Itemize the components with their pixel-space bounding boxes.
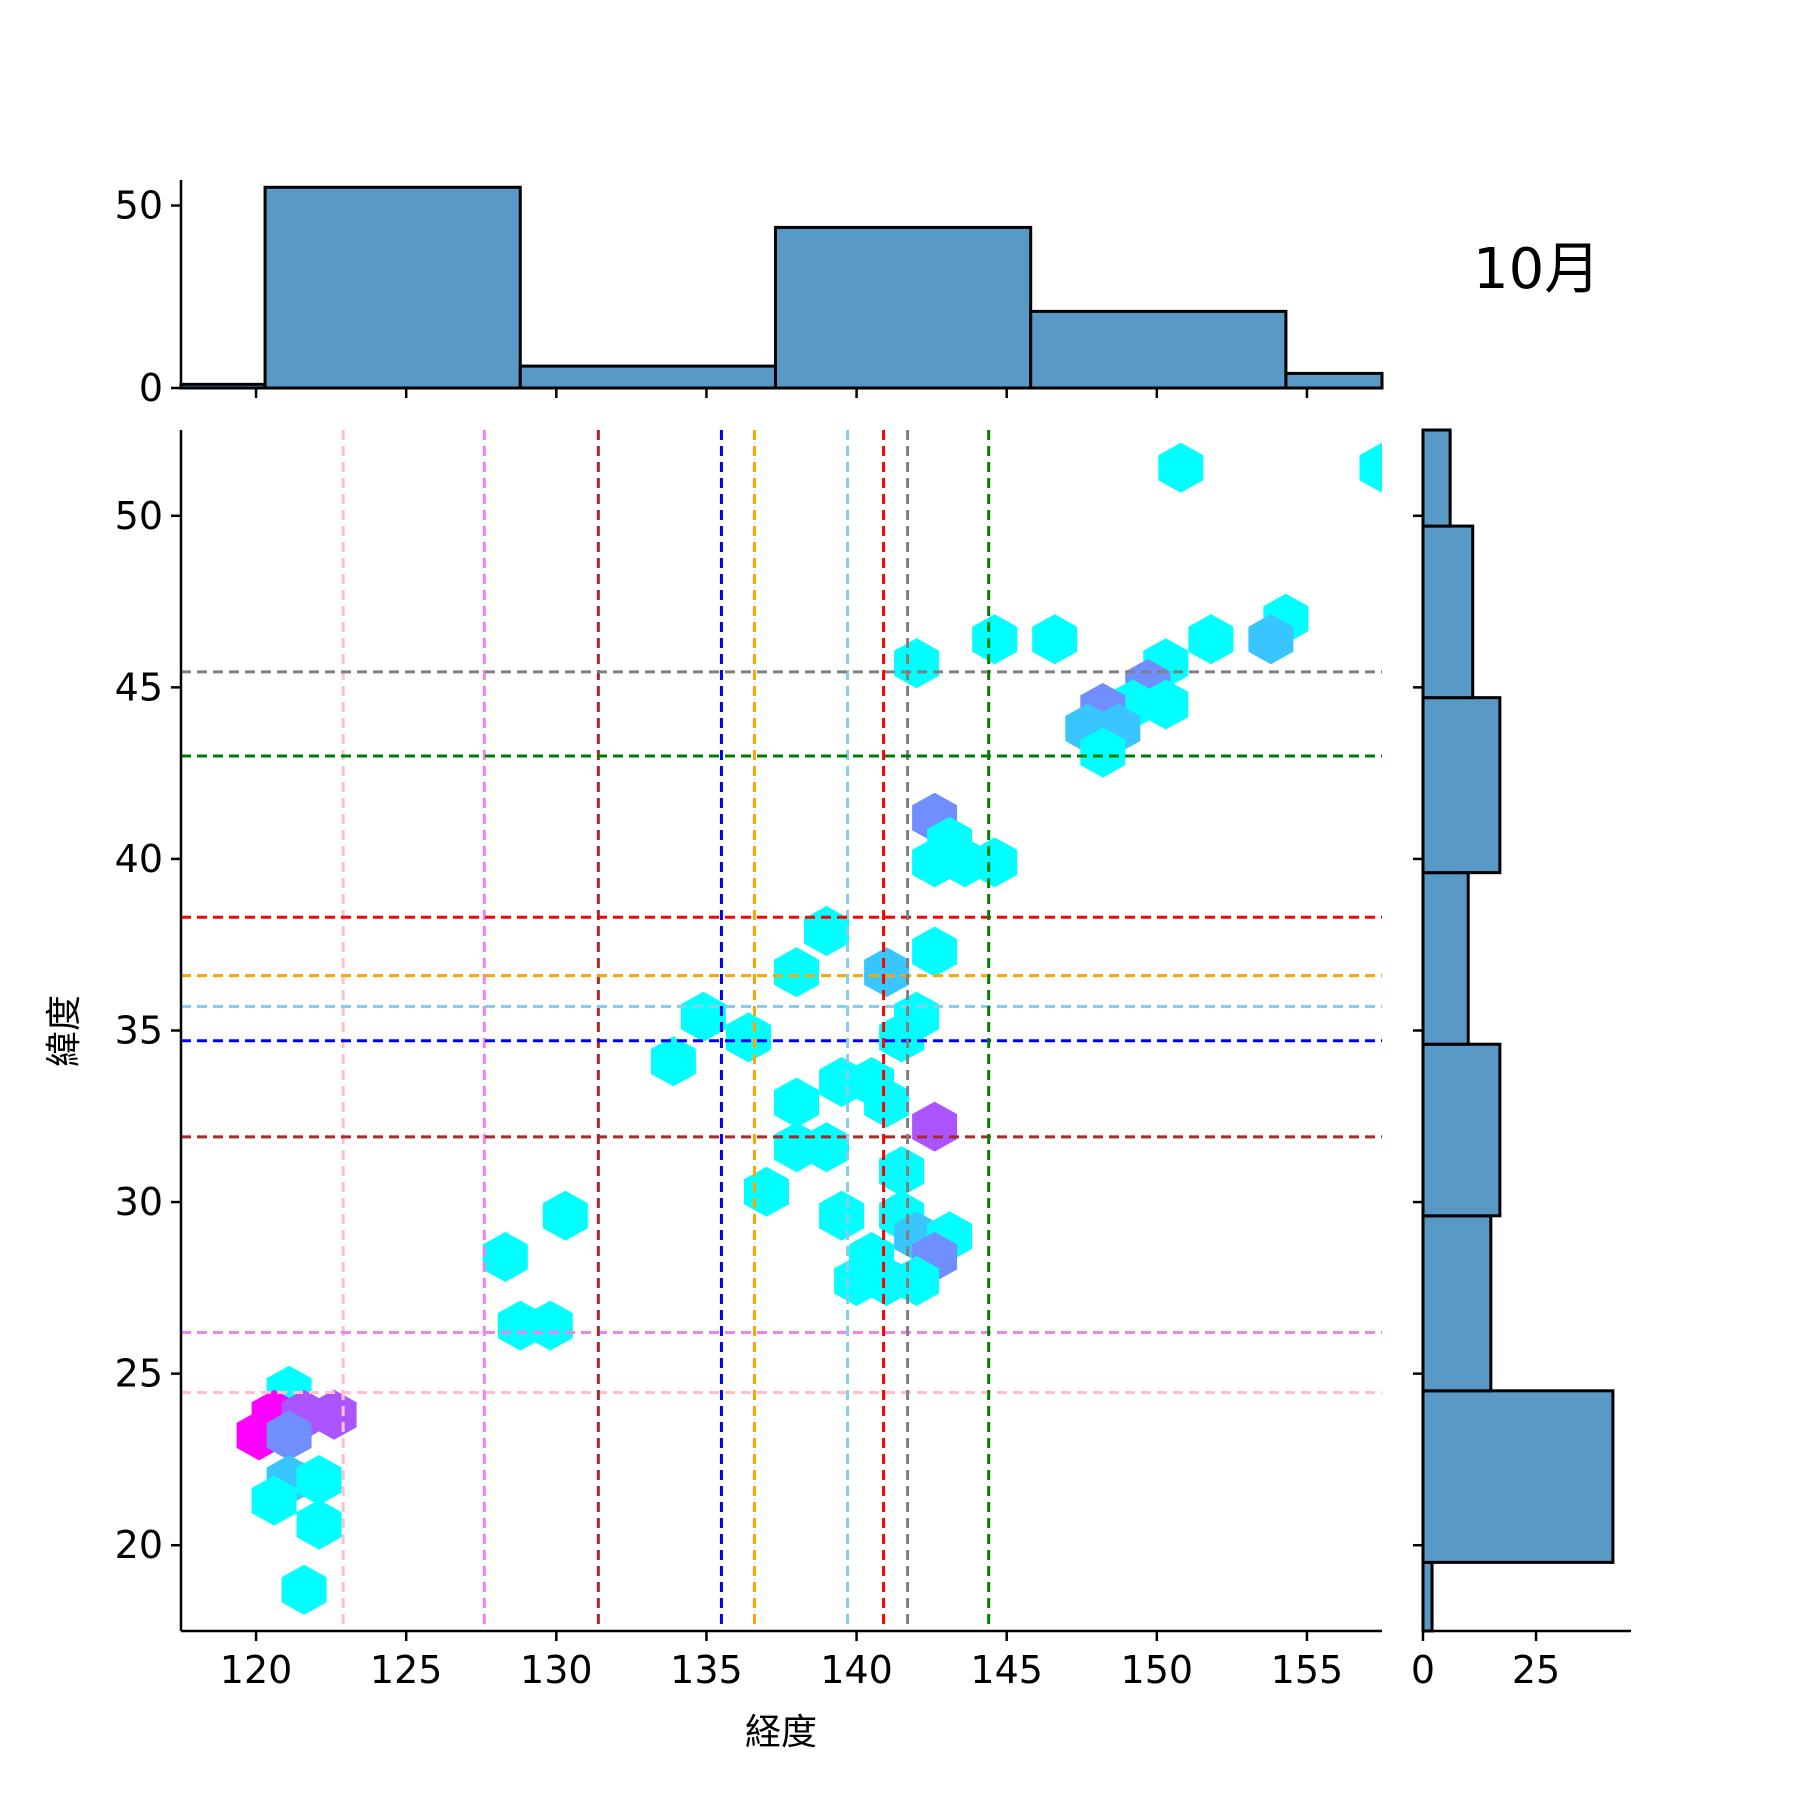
top-marginal-histogram [179, 185, 1384, 390]
hexbin-cell [774, 947, 819, 998]
x-tick-label: 140 [820, 1648, 893, 1692]
x-tick-label: 125 [370, 1648, 443, 1692]
top-hist-bar [263, 185, 522, 390]
hexbin-cell [1248, 614, 1294, 665]
hexbin-cell [680, 991, 726, 1042]
right-hist-tick-label: 25 [1512, 1648, 1560, 1692]
x-tick-label: 150 [1121, 1648, 1194, 1692]
x-tick-label: 135 [670, 1648, 743, 1692]
reference-lines [181, 430, 1382, 1631]
hexbin-cell [912, 1101, 958, 1152]
hexbin-cell [744, 1166, 789, 1217]
hexbin-cell [879, 1146, 925, 1197]
hexbin-cell [296, 1455, 342, 1505]
hexbin-cell [311, 1389, 357, 1440]
top-hist-tick-label: 0 [139, 366, 163, 410]
hexbin-cell [894, 1256, 940, 1306]
x-tick-label: 120 [220, 1648, 293, 1692]
right-hist-bar [1421, 871, 1470, 1046]
hexbin-cell [1158, 442, 1204, 493]
x-tick-label: 130 [520, 1648, 593, 1692]
hexbin-cell [819, 1190, 865, 1241]
right-hist-bar [1421, 428, 1452, 528]
y-tick-label: 25 [115, 1352, 163, 1396]
hexbin-cell [894, 638, 940, 689]
hexbin-layer [236, 442, 1382, 1615]
y-tick-label: 40 [115, 837, 163, 881]
hexbin-cell [972, 837, 1018, 888]
top-hist-bar [1284, 371, 1384, 390]
right-hist-bar [1421, 524, 1475, 700]
top-hist-tick-label: 50 [115, 184, 163, 228]
hexbin-cell [972, 614, 1018, 665]
y-tick-label: 35 [115, 1009, 163, 1053]
right-hist-bar [1421, 1389, 1615, 1564]
main-hexbin-plot [181, 430, 1382, 1631]
hexbin-cell [1032, 614, 1078, 665]
y-tick-label: 20 [115, 1523, 163, 1567]
hexbin-cell [864, 1077, 910, 1128]
x-axis-label: 経度 [745, 1712, 817, 1753]
hexbin-cell [281, 1564, 327, 1615]
hexbin-cell [864, 947, 910, 998]
hexbin-cell [296, 1499, 342, 1550]
hexbin-cell [650, 1036, 696, 1087]
axes: 120 125 130 135 140 145 150 155 20 25 30 35 40 45 50 0 5… [115, 180, 1631, 1692]
right-hist-bar [1421, 1042, 1502, 1218]
month-annotation: 10月 [1473, 237, 1600, 302]
hexbin-cell [774, 1077, 819, 1128]
right-marginal-histogram [1421, 428, 1615, 1633]
hexbin-cell [1080, 727, 1126, 778]
y-tick-label: 50 [115, 494, 163, 538]
x-tick-label: 145 [970, 1648, 1043, 1692]
right-hist-bar [1421, 1560, 1434, 1633]
hexbin-cell [251, 1475, 297, 1526]
hexbin-cell [804, 1122, 849, 1173]
hexbin-cell [1188, 614, 1234, 665]
top-hist-bar [1029, 309, 1288, 390]
right-hist-bar [1421, 696, 1502, 875]
x-tick-label: 155 [1271, 1648, 1344, 1692]
right-hist-bar [1421, 1214, 1493, 1393]
hexbin-cell [527, 1300, 573, 1351]
y-tick-label: 30 [115, 1180, 163, 1224]
hexbin-cell [482, 1232, 528, 1282]
hexbin-cell [804, 906, 849, 956]
top-hist-bar [773, 225, 1033, 390]
y-tick-label: 45 [115, 665, 163, 709]
hexbin-cell [879, 1012, 925, 1063]
hexbin-cell [266, 1410, 312, 1461]
hexbin-cell [542, 1190, 588, 1241]
hexbin-cell [912, 926, 958, 977]
hexbin-cell [726, 1012, 771, 1063]
hexbin-cell [1359, 442, 1382, 493]
right-hist-tick-label: 0 [1411, 1648, 1435, 1692]
top-hist-bar [518, 364, 777, 390]
y-axis-label: 緯度 [44, 995, 85, 1067]
